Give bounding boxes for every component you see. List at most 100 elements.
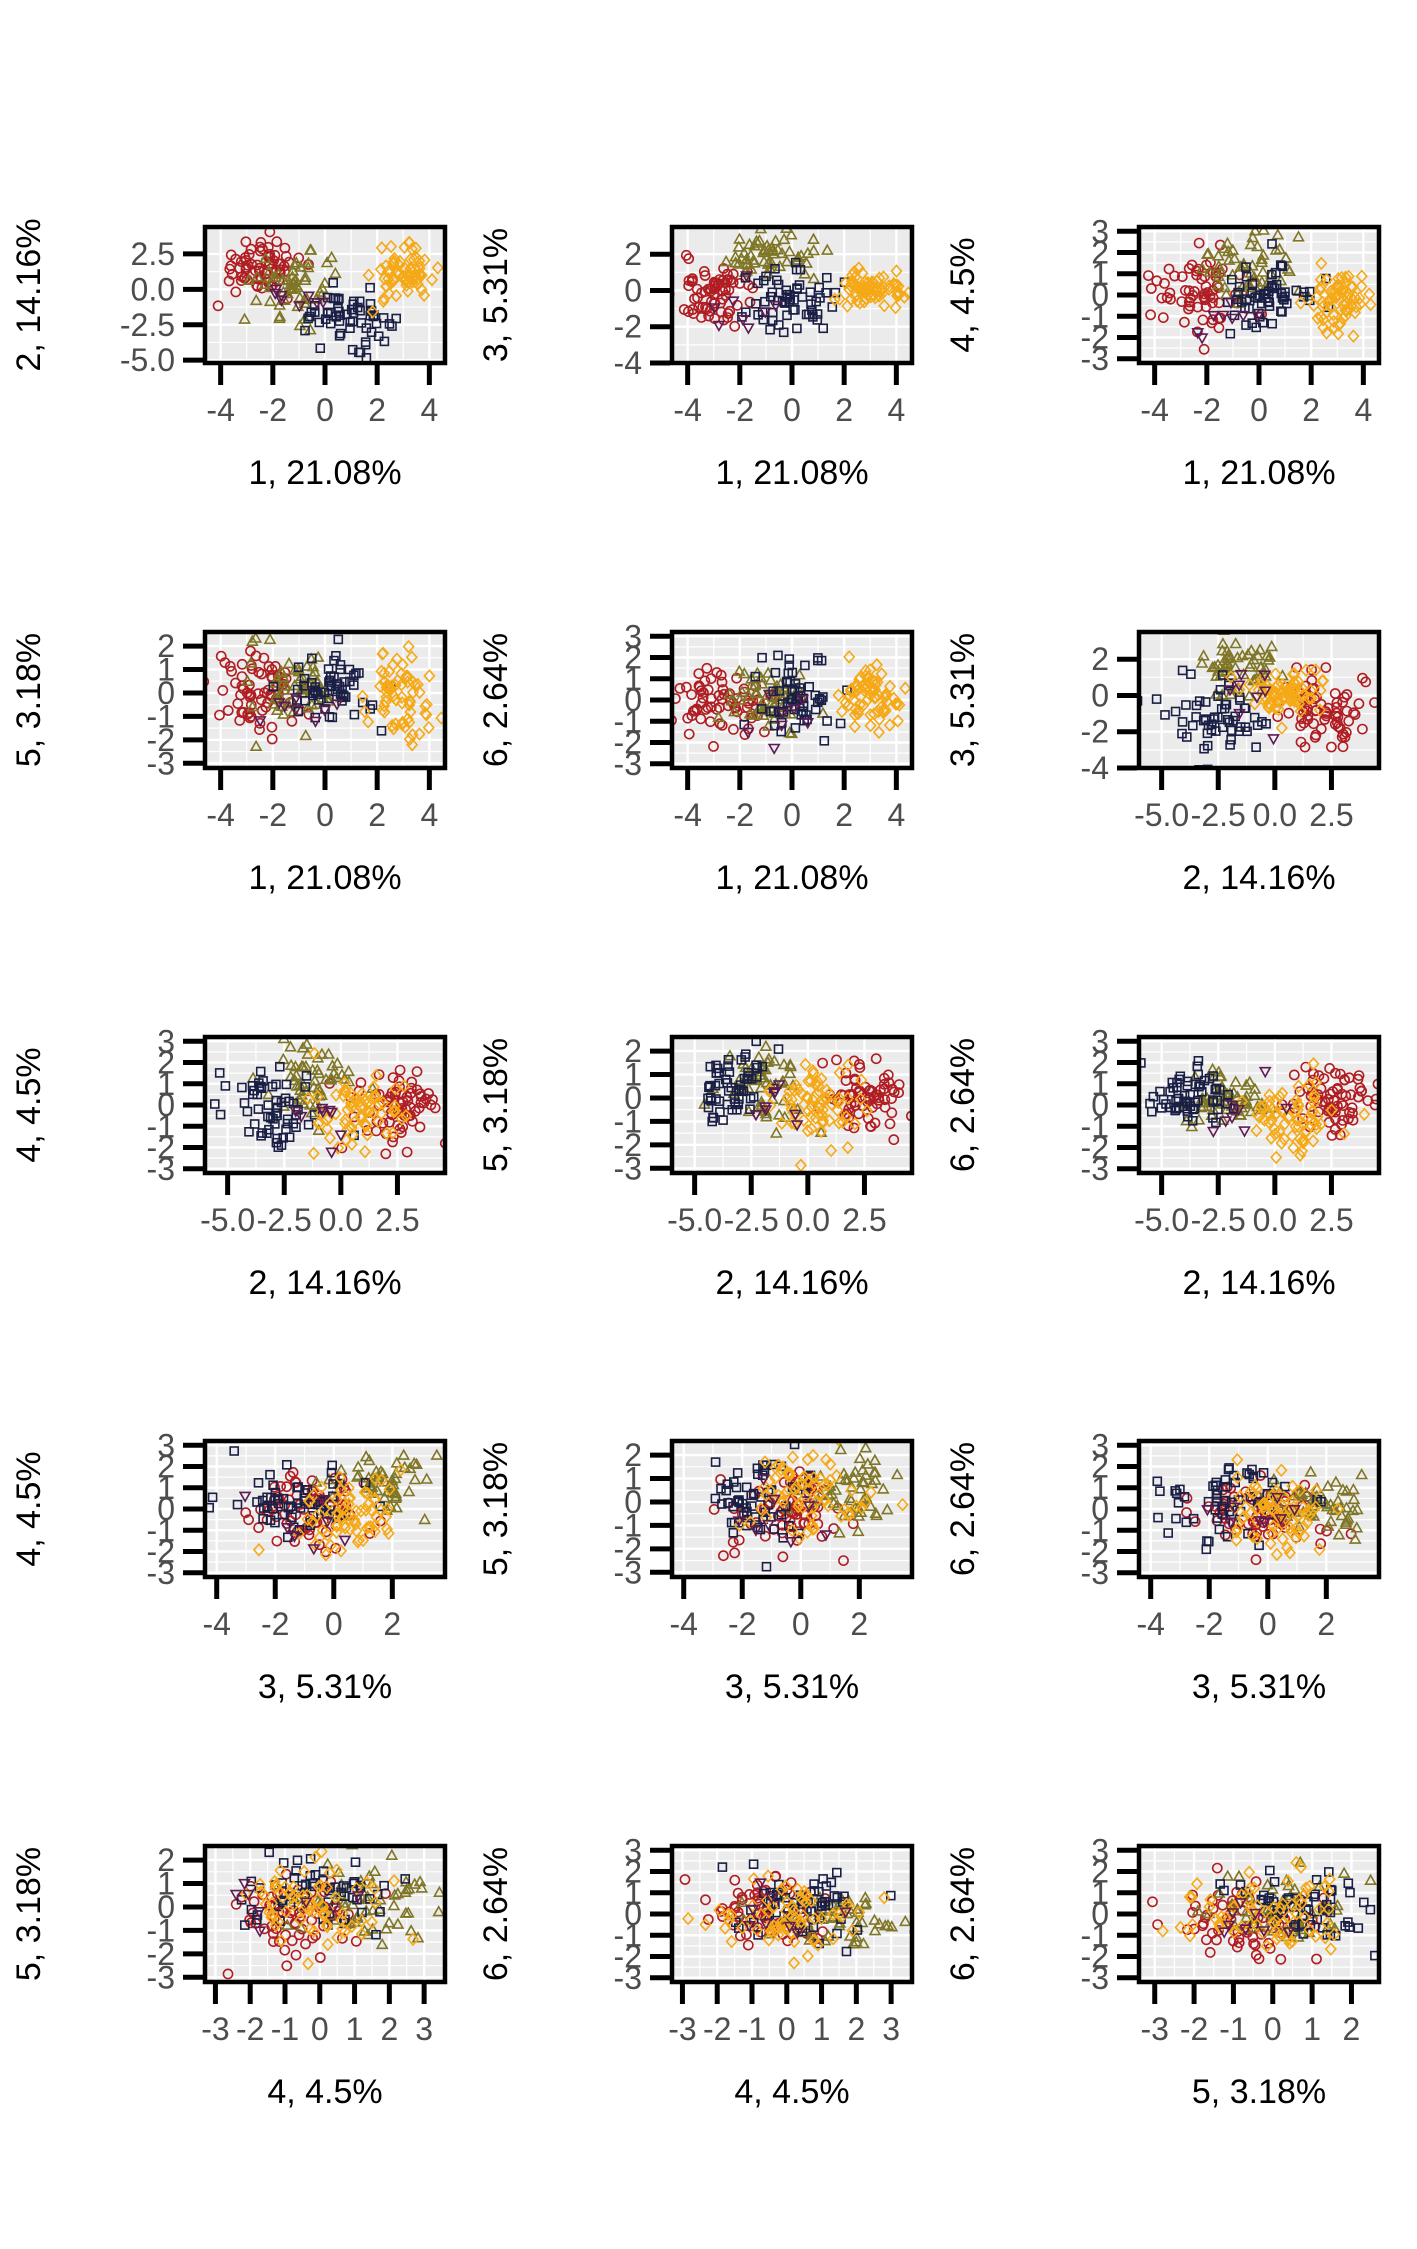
x-tick-label: 0 bbox=[1264, 2011, 1282, 2047]
data-point bbox=[451, 1489, 461, 1498]
x-tick-label: 0 bbox=[783, 797, 801, 833]
data-point bbox=[1410, 696, 1417, 705]
x-tick-label: 4 bbox=[1354, 392, 1372, 428]
x-tick-label: 2 bbox=[847, 2011, 865, 2047]
y-tick-label: 3 bbox=[157, 1023, 175, 1059]
x-tick-label: 3 bbox=[882, 2011, 900, 2047]
x-axis-title: 4, 4.5% bbox=[734, 2073, 849, 2111]
y-tick-label: -4 bbox=[614, 345, 642, 381]
x-axis-title: 1, 21.08% bbox=[715, 454, 868, 492]
x-tick-label: 0 bbox=[316, 392, 334, 428]
x-axis-title: 4, 4.5% bbox=[267, 2073, 382, 2111]
x-tick-label: -1 bbox=[1219, 2011, 1247, 2047]
x-tick-label: 0 bbox=[792, 1606, 810, 1642]
x-tick-label: -5.0 bbox=[1134, 1202, 1189, 1238]
x-tick-label: 2 bbox=[380, 2011, 398, 2047]
x-tick-label: -3 bbox=[668, 2011, 696, 2047]
y-tick-label: -2 bbox=[614, 309, 642, 345]
y-tick-label: 3 bbox=[157, 1427, 175, 1463]
y-tick-label: 3 bbox=[624, 618, 642, 654]
y-tick-label: 0 bbox=[1091, 677, 1109, 713]
x-axis-title: 5, 3.18% bbox=[1192, 2073, 1326, 2111]
x-tick-label: -4 bbox=[206, 797, 234, 833]
x-tick-label: -2 bbox=[236, 2011, 264, 2047]
x-axis-title: 2, 14.16% bbox=[248, 1264, 401, 1302]
y-tick-label: 2 bbox=[157, 1842, 175, 1878]
y-axis-title: 4, 4.5% bbox=[944, 237, 982, 352]
x-tick-label: 0 bbox=[1259, 1606, 1277, 1642]
y-tick-label: 3 bbox=[1091, 1023, 1109, 1059]
x-tick-label: 2 bbox=[1343, 2011, 1361, 2047]
data-point bbox=[190, 1890, 199, 1899]
x-tick-label: -4 bbox=[1140, 392, 1168, 428]
x-tick-label: -5.0 bbox=[667, 1202, 722, 1238]
x-tick-label: -2 bbox=[261, 1606, 289, 1642]
x-tick-label: -4 bbox=[202, 1606, 230, 1642]
x-tick-label: 0.0 bbox=[786, 1202, 830, 1238]
y-tick-label: -4 bbox=[1081, 750, 1109, 786]
x-tick-label: -4 bbox=[1136, 1606, 1164, 1642]
x-tick-label: 0 bbox=[325, 1606, 343, 1642]
y-axis-title: 2, 14.16% bbox=[10, 218, 48, 371]
x-tick-label: 1 bbox=[346, 2011, 364, 2047]
x-tick-label: 0.0 bbox=[1253, 1202, 1297, 1238]
y-tick-label: 2 bbox=[157, 628, 175, 664]
y-tick-label: 0.0 bbox=[131, 271, 175, 307]
y-tick-label: 2 bbox=[624, 236, 642, 272]
x-tick-label: 2 bbox=[368, 392, 386, 428]
x-tick-label: -3 bbox=[201, 2011, 229, 2047]
x-tick-label: -2.5 bbox=[257, 1202, 312, 1238]
data-point bbox=[1385, 1094, 1394, 1103]
y-tick-label: -5.0 bbox=[120, 342, 175, 378]
x-tick-label: -2.5 bbox=[1191, 1202, 1246, 1238]
y-axis-title: 6, 2.64% bbox=[944, 1847, 982, 1981]
x-tick-label: 2 bbox=[383, 1606, 401, 1642]
x-tick-label: 0 bbox=[783, 392, 801, 428]
y-tick-label: 2 bbox=[1091, 641, 1109, 677]
data-point bbox=[1387, 1894, 1395, 1902]
x-axis-title: 2, 14.16% bbox=[1182, 859, 1335, 897]
x-tick-label: -2 bbox=[259, 797, 287, 833]
x-tick-label: 4 bbox=[420, 797, 438, 833]
x-tick-label: 0 bbox=[316, 797, 334, 833]
y-tick-label: 2 bbox=[624, 1437, 642, 1473]
y-axis-title: 4, 4.5% bbox=[10, 1047, 48, 1162]
data-point bbox=[915, 1914, 925, 1923]
y-tick-label: 3 bbox=[1091, 213, 1109, 249]
x-tick-label: -2.5 bbox=[1191, 797, 1246, 833]
x-tick-label: 2.5 bbox=[842, 1202, 886, 1238]
x-tick-label: -4 bbox=[669, 1606, 697, 1642]
x-tick-label: 4 bbox=[887, 392, 905, 428]
y-axis-title: 6, 2.64% bbox=[477, 1847, 515, 1981]
x-axis-title: 2, 14.16% bbox=[1182, 1264, 1335, 1302]
x-axis-title: 1, 21.08% bbox=[1182, 454, 1335, 492]
x-tick-label: -4 bbox=[206, 392, 234, 428]
x-tick-label: -1 bbox=[738, 2011, 766, 2047]
x-axis-title: 3, 5.31% bbox=[725, 1668, 859, 1706]
y-axis-title: 5, 3.18% bbox=[10, 1847, 48, 1981]
x-tick-label: -2 bbox=[1180, 2011, 1208, 2047]
x-tick-label: -2 bbox=[726, 392, 754, 428]
x-axis-title: 1, 21.08% bbox=[248, 454, 401, 492]
y-tick-label: 3 bbox=[624, 1832, 642, 1868]
y-axis-title: 6, 2.64% bbox=[477, 633, 515, 767]
x-tick-label: -1 bbox=[271, 2011, 299, 2047]
y-tick-label: -2 bbox=[1081, 714, 1109, 750]
data-point bbox=[193, 1918, 203, 1929]
y-axis-title: 5, 3.18% bbox=[10, 633, 48, 767]
data-point bbox=[655, 1923, 664, 1932]
y-tick-label: 2.5 bbox=[131, 236, 175, 272]
x-tick-label: 2 bbox=[850, 1606, 868, 1642]
x-tick-label: -2 bbox=[1193, 392, 1221, 428]
